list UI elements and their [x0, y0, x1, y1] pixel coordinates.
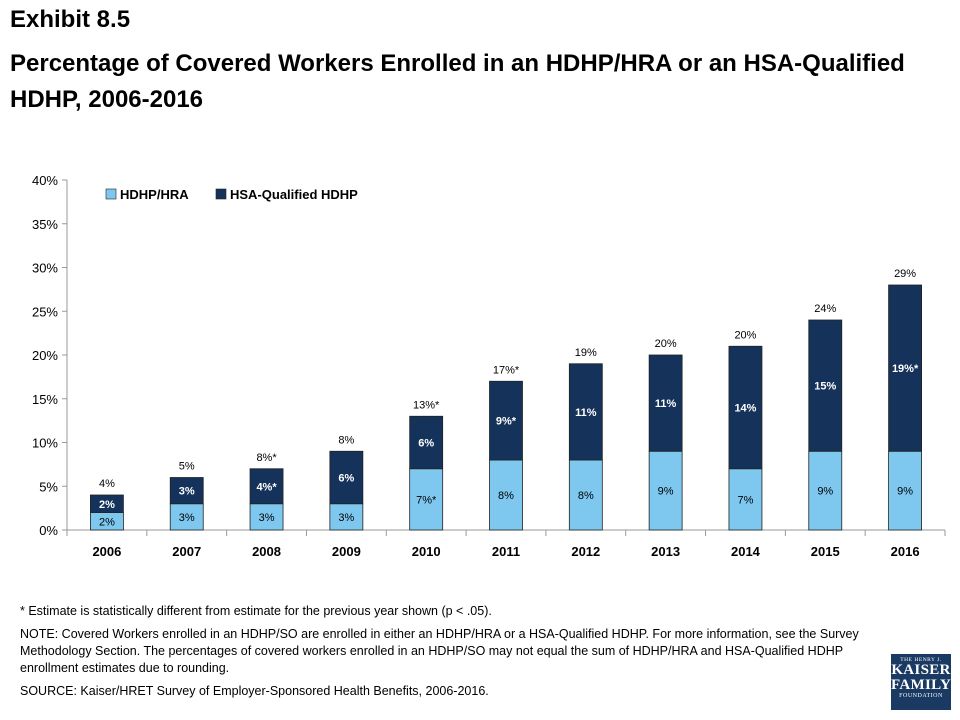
x-tick-label: 2011 — [492, 544, 520, 559]
bar-segment-hdhp-hra — [409, 468, 444, 531]
logo-line-2: KAISER — [891, 662, 951, 678]
x-tick-label: 2013 — [651, 544, 680, 559]
total-data-label: 24% — [814, 303, 836, 315]
total-data-label: 19% — [575, 347, 597, 359]
total-data-label: 29% — [894, 268, 916, 280]
y-tick-label: 30% — [32, 261, 58, 276]
x-tick-label: 2010 — [412, 544, 441, 559]
total-data-label: 20% — [655, 338, 677, 350]
logo-line-3: FAMILY — [891, 677, 952, 693]
segment-data-label: 14% — [734, 403, 756, 415]
bar-segment-hdhp-hra — [568, 459, 603, 531]
kff-logo: THE HENRY J. KAISER FAMILY FOUNDATION — [891, 654, 951, 710]
segment-data-label: 9% — [817, 486, 833, 498]
x-tick-label: 2015 — [811, 544, 840, 559]
segment-data-label: 19%* — [892, 363, 919, 375]
exhibit-number: Exhibit 8.5 — [10, 6, 131, 33]
bar-segment-hdhp-hra — [489, 459, 523, 531]
segment-data-label: 2% — [99, 516, 115, 528]
estimate-footnote: * Estimate is statistically different fr… — [20, 604, 492, 618]
bar-segment-hsa-qualified — [90, 494, 124, 513]
y-tick-label: 10% — [32, 436, 58, 451]
bar-segment-hsa-qualified — [329, 450, 364, 505]
bar-segment-hsa-qualified — [808, 319, 843, 452]
segment-data-label: 4%* — [256, 481, 277, 493]
segment-data-label: 8% — [578, 490, 594, 502]
y-tick-label: 5% — [39, 479, 58, 494]
segment-data-label: 3% — [259, 512, 275, 524]
segment-data-label: 7%* — [416, 494, 437, 506]
bar-segment-hsa-qualified — [568, 363, 603, 461]
bar-segment-hdhp-hra — [648, 450, 683, 531]
legend-label: HDHP/HRA — [120, 187, 189, 202]
segment-data-label: 8% — [498, 490, 514, 502]
chart-title: Percentage of Covered Workers Enrolled i… — [10, 50, 905, 113]
y-tick-label: 35% — [32, 217, 58, 232]
total-data-label: 20% — [734, 329, 756, 341]
segment-data-label: 15% — [814, 381, 836, 393]
bar-segment-hsa-qualified — [409, 415, 444, 470]
x-tick-label: 2014 — [731, 544, 761, 559]
segment-data-label: 6% — [418, 438, 434, 450]
x-tick-label: 2007 — [172, 544, 201, 559]
total-data-label: 5% — [179, 461, 195, 473]
footnotes: * Estimate is statistically different fr… — [20, 603, 880, 706]
y-tick-label: 15% — [32, 392, 58, 407]
stacked-bar-chart: 0% 5% 10% 15% 20% 25% 30% 35% 40% 2% 2% 4% 2006 3% 3% 5… — [32, 173, 946, 559]
x-tick-label: 2012 — [571, 544, 600, 559]
bar-segment-hdhp-hra — [249, 503, 284, 531]
segment-data-label: 3% — [338, 512, 354, 524]
bar-segment-hsa-qualified — [728, 345, 763, 470]
bar-segment-hsa-qualified — [249, 468, 284, 505]
legend-swatch — [215, 188, 227, 200]
x-tick-label: 2009 — [332, 544, 361, 559]
segment-data-label: 3% — [179, 486, 195, 498]
segment-data-label: 9% — [658, 486, 674, 498]
total-data-label: 13%* — [413, 399, 440, 411]
y-tick-label: 20% — [32, 348, 58, 363]
legend-label: HSA-Qualified HDHP — [230, 187, 358, 202]
bar-segment-hdhp-hra — [169, 503, 204, 531]
x-tick-label: 2008 — [252, 544, 281, 559]
legend-swatch — [105, 188, 117, 200]
logo-line-4: FOUNDATION — [899, 693, 943, 699]
total-data-label: 8% — [338, 434, 354, 446]
segment-data-label: 11% — [655, 398, 677, 410]
note-footnote: NOTE: Covered Workers enrolled in an HDH… — [20, 627, 859, 675]
bar-segment-hsa-qualified — [169, 477, 204, 505]
segment-data-label: 11% — [575, 407, 597, 419]
logo-line-1: THE HENRY J. — [900, 657, 942, 663]
total-data-label: 17%* — [493, 364, 520, 376]
y-tick-label: 40% — [32, 173, 58, 188]
segment-data-label: 7% — [738, 494, 754, 506]
segment-data-label: 3% — [179, 512, 195, 524]
y-tick-label: 25% — [32, 304, 58, 319]
source-footnote: SOURCE: Kaiser/HRET Survey of Employer-S… — [20, 684, 489, 698]
x-tick-label: 2016 — [891, 544, 920, 559]
x-tick-label: 2006 — [92, 544, 121, 559]
bar-segment-hsa-qualified — [648, 354, 683, 452]
bar-segment-hsa-qualified — [888, 284, 922, 452]
segment-data-label: 6% — [338, 473, 354, 485]
segment-data-label: 9%* — [496, 416, 517, 428]
total-data-label: 8%* — [256, 452, 277, 464]
bar-segment-hdhp-hra — [329, 503, 364, 531]
bar-segment-hsa-qualified — [489, 380, 523, 461]
segment-data-label: 9% — [897, 486, 913, 498]
segment-data-label: 2% — [99, 499, 115, 511]
total-data-label: 4% — [99, 478, 115, 490]
y-tick-label: 0% — [39, 523, 58, 538]
